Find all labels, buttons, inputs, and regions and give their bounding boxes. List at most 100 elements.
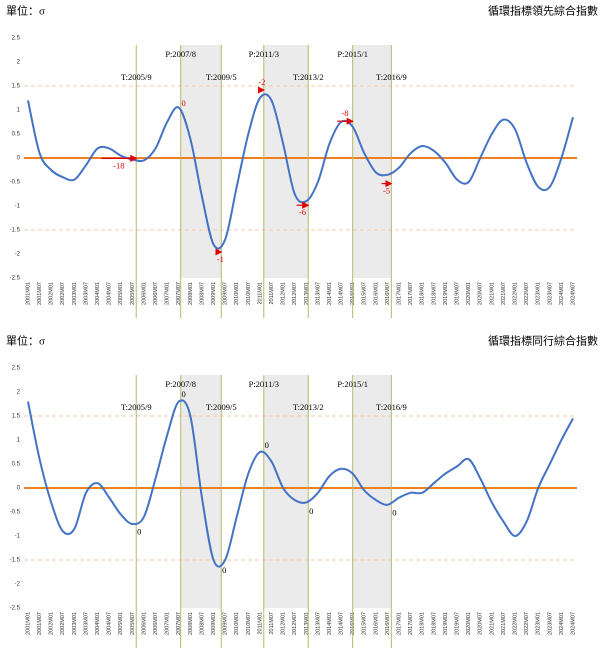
turning-label: P:2011/3 (249, 49, 279, 59)
x-tick-label: 2012M07 (292, 612, 298, 635)
turning-label: P:2015/1 (337, 379, 368, 389)
x-tick-label: 2021M01 (489, 282, 495, 305)
y-tick-label: 2.5 (12, 36, 21, 42)
y-tick-label: -0.5 (10, 180, 21, 186)
x-tick-label: 2001M07 (37, 282, 43, 305)
y-tick-label: -2 (15, 582, 21, 588)
x-tick-label: 2007M01 (165, 612, 171, 635)
lag-label: 0 (309, 506, 313, 516)
x-tick-label: 2002M01 (49, 282, 55, 305)
x-tick-label: 2017M07 (408, 612, 414, 635)
x-tick-label: 2019M01 (443, 612, 449, 635)
lag-label: 0 (182, 389, 186, 399)
x-tick-label: 2016M07 (385, 612, 391, 635)
x-tick-label: 2010M01 (234, 612, 240, 635)
x-tick-label: 2011M07 (269, 282, 275, 305)
x-tick-label: 2013M01 (304, 282, 310, 305)
x-tick-label: 2008M01 (188, 612, 194, 635)
x-tick-label: 2017M01 (397, 612, 403, 635)
x-tick-label: 2011M07 (269, 612, 275, 635)
x-tick-label: 2019M07 (454, 612, 460, 635)
y-tick-label: 1 (17, 438, 21, 444)
y-tick-label: -1 (15, 534, 21, 540)
x-tick-label: 2002M07 (60, 282, 66, 305)
x-tick-label: 2008M07 (199, 612, 205, 635)
turning-label: P:2015/1 (337, 49, 368, 59)
x-tick-label: 2006M07 (153, 282, 159, 305)
x-tick-label: 2021M07 (501, 612, 507, 635)
x-tick-label: 2022M07 (524, 282, 530, 305)
lag-label: 0 (392, 507, 396, 517)
x-tick-label: 2005M07 (130, 282, 136, 305)
turning-label: T:2009/5 (206, 402, 237, 412)
x-tick-label: 2011M01 (257, 612, 263, 635)
shade (352, 375, 392, 608)
x-tick-label: 2003M07 (83, 612, 89, 635)
y-tick-label: 2.5 (12, 366, 21, 372)
y-tick-label: 0 (17, 156, 21, 162)
x-tick-label: 2018M07 (431, 612, 437, 635)
y-tick-label: 2 (17, 390, 21, 396)
chart-title: 循環指標同行綜合指數 (488, 334, 598, 348)
panel: 單位：σ 循環指標領先綜合指數 2.5 2 1.5 1 0.5 0 -0.5 -1 -1.5 -2 -2… (6, 4, 598, 318)
data-line (27, 399, 574, 568)
lag-label: 0 (222, 565, 226, 575)
x-tick-label: 2003M01 (72, 282, 78, 305)
y-tick-label: 1.5 (12, 414, 21, 420)
unit-label: 單位：σ (6, 334, 45, 348)
y-tick-label: -2 (15, 252, 21, 258)
lag-label: -1 (217, 254, 224, 264)
turning-label: T:2013/2 (293, 402, 324, 412)
lag-label: 0 (137, 527, 141, 537)
x-tick-label: 2023M07 (547, 612, 553, 635)
y-tick-label: -0.5 (10, 510, 21, 516)
shade (180, 45, 222, 278)
x-tick-label: 2012M07 (292, 282, 298, 305)
x-tick-label: 2022M07 (524, 612, 530, 635)
x-tick-label: 2012M01 (281, 612, 287, 635)
y-tick-label: -1 (15, 204, 21, 210)
y-tick-label: 0.5 (12, 462, 21, 468)
turning-label: T:2016/9 (376, 72, 407, 82)
x-tick-label: 2021M01 (489, 612, 495, 635)
x-tick-label: 2021M07 (501, 282, 507, 305)
x-tick-label: 2001M01 (25, 612, 31, 635)
x-tick-label: 2008M01 (188, 282, 194, 305)
turning-label: T:2005/9 (121, 402, 152, 412)
y-tick-label: -2.5 (10, 276, 21, 282)
turning-label: P:2007/8 (165, 49, 196, 59)
x-tick-label: 2016M07 (385, 282, 391, 305)
x-tick-label: 2020M07 (478, 612, 484, 635)
x-tick-label: 2009M07 (223, 282, 229, 305)
lag-label: 0 (265, 440, 269, 450)
y-tick-label: -1.5 (10, 558, 21, 564)
x-tick-label: 2006M01 (141, 282, 147, 305)
x-tick-label: 2005M01 (118, 612, 124, 635)
x-tick-label: 2013M01 (304, 612, 310, 635)
x-tick-label: 2018M01 (420, 282, 426, 305)
x-tick-label: 2002M01 (49, 612, 55, 635)
x-tick-label: 2009M01 (211, 282, 217, 305)
y-tick-label: 2 (17, 60, 21, 66)
x-tick-label: 2018M01 (420, 612, 426, 635)
y-tick-label: 0 (17, 486, 21, 492)
y-tick-label: -1.5 (10, 228, 21, 234)
x-tick-label: 2005M07 (130, 612, 136, 635)
y-tick-label: 1.5 (12, 84, 21, 90)
x-tick-label: 2014M01 (327, 282, 333, 305)
x-tick-label: 2016M01 (373, 282, 379, 305)
x-tick-label: 2022M01 (512, 612, 518, 635)
x-tick-label: 2008M07 (199, 282, 205, 305)
x-tick-label: 2007M07 (176, 612, 182, 635)
x-tick-label: 2009M07 (223, 612, 229, 635)
x-tick-label: 2013M07 (315, 612, 321, 635)
x-tick-label: 2011M01 (257, 282, 263, 305)
x-tick-label: 2022M01 (512, 282, 518, 305)
x-tick-label: 2012M01 (281, 282, 287, 305)
x-tick-label: 2004M07 (107, 612, 113, 635)
x-tick-label: 2024M01 (559, 282, 565, 305)
shade (352, 45, 392, 278)
lag-label: 0 (182, 98, 186, 108)
x-tick-label: 2017M01 (397, 282, 403, 305)
x-tick-label: 2014M01 (327, 612, 333, 635)
